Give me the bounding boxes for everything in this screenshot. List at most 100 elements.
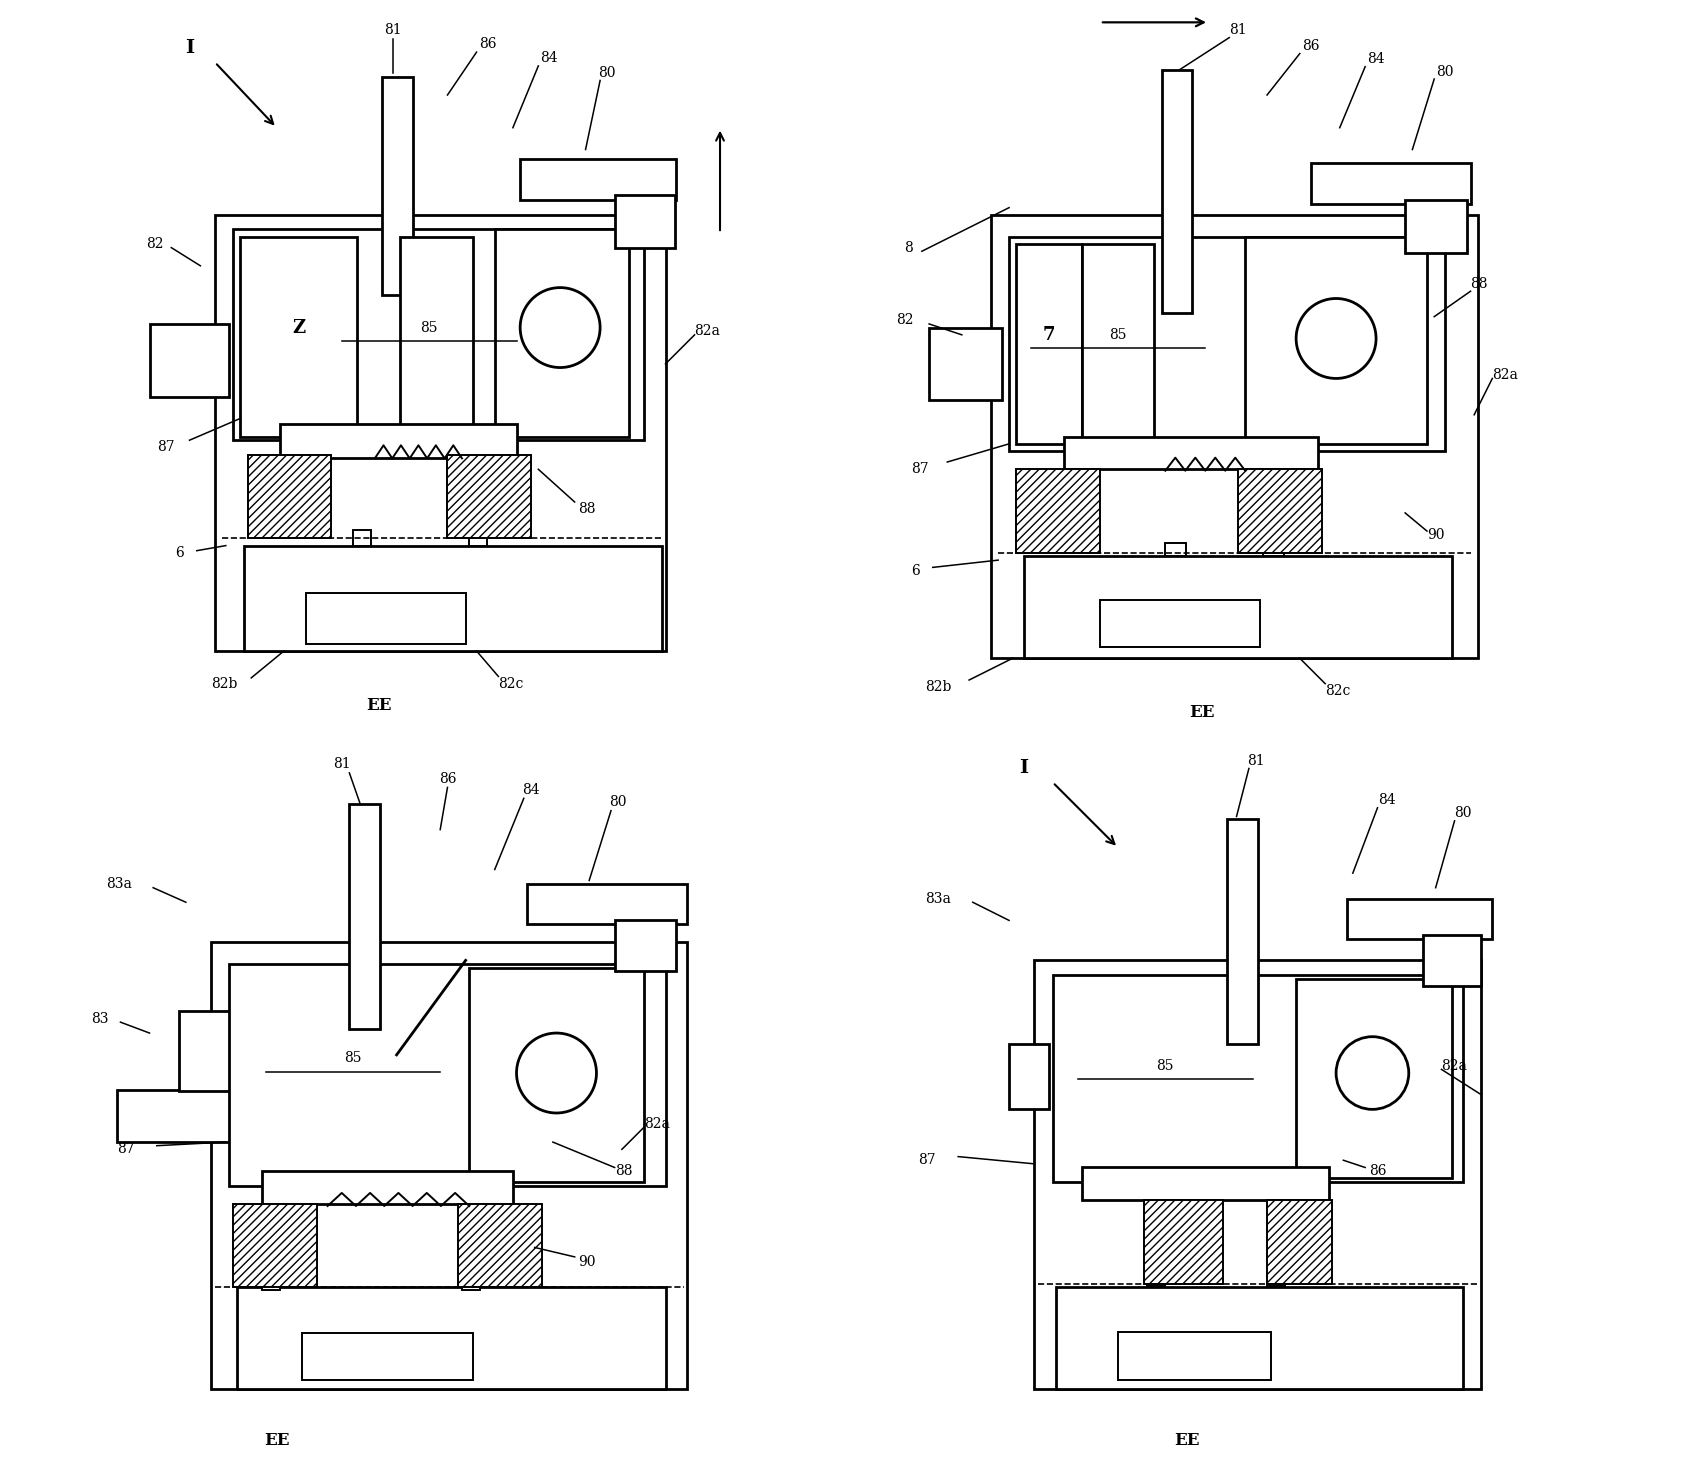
Text: 87: 87	[918, 1154, 935, 1167]
Text: 85: 85	[345, 1051, 362, 1066]
Bar	[178, 1012, 233, 1091]
Bar	[233, 230, 644, 440]
Bar	[262, 1277, 280, 1290]
Text: 87: 87	[117, 1142, 134, 1157]
Bar	[280, 424, 517, 459]
Bar	[469, 968, 644, 1182]
Bar	[1119, 1333, 1270, 1380]
Bar	[1164, 544, 1185, 557]
Text: 80: 80	[1436, 65, 1454, 79]
Text: 88: 88	[578, 503, 595, 516]
Text: 82: 82	[896, 314, 915, 327]
Bar	[1056, 1287, 1464, 1390]
Bar	[1227, 818, 1258, 1044]
Bar	[236, 1287, 665, 1390]
Bar	[1052, 975, 1464, 1182]
Bar	[1017, 243, 1081, 444]
Text: 82a: 82a	[1442, 1058, 1467, 1073]
Text: 83: 83	[92, 1012, 109, 1026]
Text: 82c: 82c	[1326, 685, 1350, 698]
Text: 85: 85	[420, 321, 439, 334]
Text: 80: 80	[1455, 806, 1472, 819]
Text: 88: 88	[615, 1164, 632, 1179]
Bar	[615, 195, 675, 248]
Text: EE: EE	[264, 1431, 289, 1448]
Text: 84: 84	[1379, 793, 1396, 808]
Bar	[303, 1333, 473, 1381]
Bar	[1010, 1044, 1049, 1110]
Bar	[1144, 1201, 1224, 1284]
Bar	[459, 1204, 542, 1287]
Bar	[240, 236, 357, 437]
Text: 86: 86	[1302, 40, 1319, 53]
Bar	[447, 454, 530, 538]
Bar	[1295, 978, 1452, 1179]
Bar	[1064, 437, 1318, 469]
Text: 80: 80	[598, 66, 615, 81]
Text: EE: EE	[1175, 1431, 1200, 1448]
Bar	[1406, 201, 1467, 252]
Bar	[1346, 899, 1493, 938]
Text: 80: 80	[610, 795, 627, 809]
Bar	[230, 965, 665, 1186]
Text: 85: 85	[1110, 328, 1127, 342]
Text: 90: 90	[1426, 528, 1445, 542]
Bar	[245, 545, 661, 651]
Text: 6: 6	[175, 545, 184, 560]
Text: 82b: 82b	[925, 680, 952, 695]
Bar	[1266, 1274, 1285, 1286]
Bar	[1017, 469, 1100, 553]
Bar	[400, 236, 473, 437]
Text: 90: 90	[578, 1255, 595, 1270]
Bar	[930, 327, 1001, 400]
Bar	[354, 529, 371, 545]
Text: 82a: 82a	[1493, 368, 1518, 381]
Text: 84: 84	[1367, 51, 1386, 66]
Bar	[1023, 557, 1452, 658]
Bar	[1423, 935, 1481, 985]
Text: 81: 81	[1248, 754, 1265, 768]
Text: 86: 86	[479, 37, 496, 51]
Bar	[1100, 600, 1260, 648]
Text: 86: 86	[439, 771, 456, 786]
Text: 81: 81	[1229, 22, 1246, 37]
Text: I: I	[185, 38, 194, 57]
Bar	[1081, 243, 1154, 444]
Bar	[214, 216, 665, 651]
Bar	[1148, 1274, 1164, 1286]
Text: 86: 86	[1368, 1164, 1385, 1179]
Bar	[117, 1089, 258, 1142]
Text: 82b: 82b	[211, 677, 238, 690]
Bar	[211, 943, 687, 1390]
Text: 87: 87	[156, 440, 175, 454]
Bar	[615, 919, 677, 970]
Text: 84: 84	[522, 783, 541, 796]
Text: 7: 7	[1042, 325, 1056, 345]
Bar	[1263, 544, 1284, 557]
Text: 88: 88	[1470, 277, 1488, 290]
Bar	[1266, 1201, 1333, 1284]
Text: 82: 82	[146, 237, 163, 251]
Text: 83a: 83a	[925, 891, 952, 906]
Text: 82c: 82c	[498, 677, 524, 690]
Bar	[495, 230, 629, 437]
Text: 6: 6	[911, 564, 920, 578]
Bar	[233, 1204, 316, 1287]
Bar	[248, 454, 332, 538]
Text: Z: Z	[292, 318, 304, 337]
Text: 87: 87	[911, 462, 928, 476]
Bar	[527, 884, 687, 924]
Bar	[1035, 960, 1481, 1390]
Text: 85: 85	[1156, 1058, 1175, 1073]
Bar	[469, 529, 488, 545]
Bar	[306, 592, 466, 644]
Text: 8: 8	[904, 240, 913, 255]
Text: I: I	[1018, 759, 1028, 777]
Bar	[262, 1171, 513, 1204]
Bar	[382, 76, 413, 295]
Bar	[991, 216, 1477, 658]
Bar	[1081, 1167, 1329, 1201]
Bar	[1311, 163, 1470, 204]
Text: 82a: 82a	[695, 324, 721, 339]
Text: 82a: 82a	[644, 1117, 670, 1130]
